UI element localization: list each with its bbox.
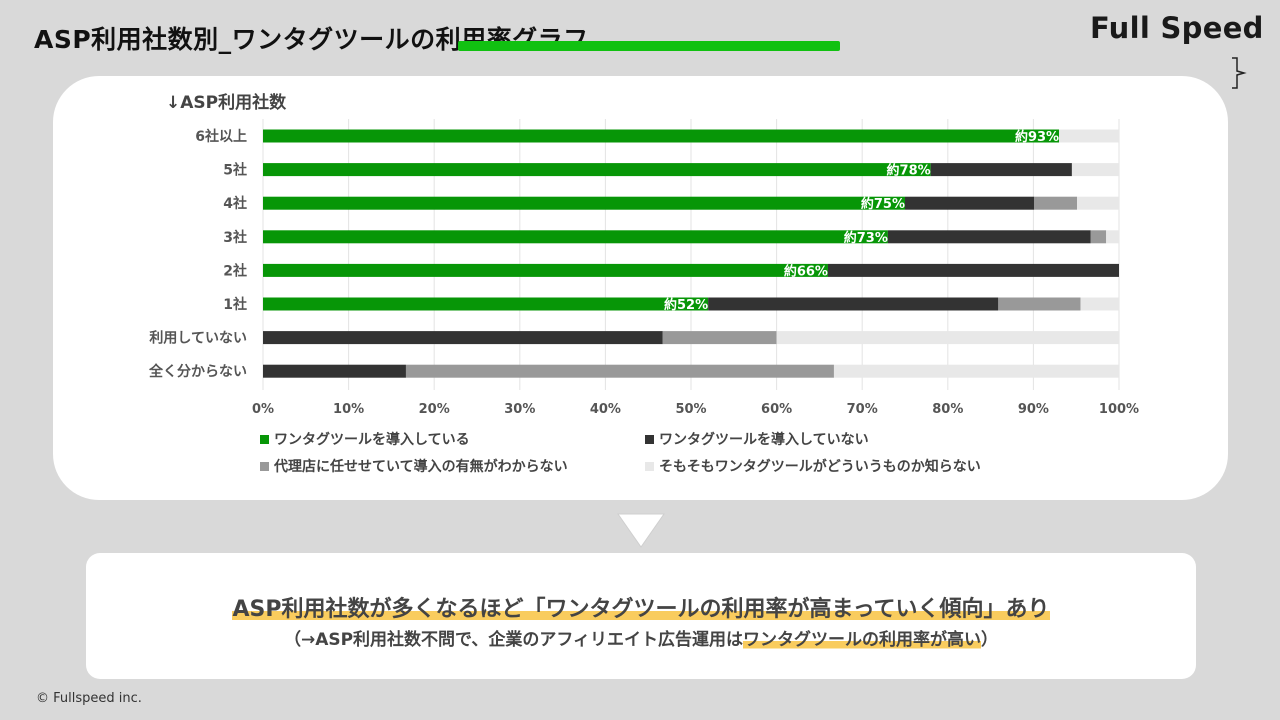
- bar-segment: [1059, 129, 1119, 143]
- bar-segment: [905, 196, 1035, 210]
- chart-bars: [263, 129, 1119, 378]
- bar-segment: [776, 331, 1119, 345]
- logo-bracket-icon: [1232, 57, 1247, 89]
- bar-segment: [1080, 297, 1119, 311]
- bar-segment: [998, 297, 1081, 311]
- chart-labels: 0% 10% 20% 30% 40% 50% 60% 70% 80% 90% 100% ↓ASP利用社…: [148, 92, 1139, 417]
- x-tick-label: 10%: [333, 402, 364, 417]
- data-label: 約73%: [844, 230, 888, 246]
- bar-segment: [263, 297, 709, 311]
- category-label: 1社: [223, 296, 247, 313]
- legend-label: 代理店に任せせていて導入の有無がわからない: [273, 458, 568, 475]
- bar-segment: [930, 163, 1072, 177]
- legend-label: そもそもワンタグツールがどういうものか知らない: [659, 458, 981, 475]
- data-label: 約93%: [1015, 129, 1059, 145]
- data-label: 約78%: [887, 163, 931, 179]
- bar-segment: [263, 129, 1060, 143]
- chart-gridlines: [262, 119, 1120, 390]
- legend-swatch: [260, 435, 269, 444]
- bar-segment: [1090, 230, 1107, 244]
- summary-sub-text-1: （→ASP利用社数不問で、企業のアフィリエイト広告運用は: [283, 630, 744, 650]
- bar-segment: [833, 364, 1119, 378]
- summary-sub-highlight: ワンタグツールの利用率が高い: [743, 630, 982, 650]
- bar-segment: [827, 263, 1119, 277]
- bar-segment: [405, 364, 834, 378]
- bar-segment: [263, 230, 888, 244]
- legend-swatch: [645, 435, 654, 444]
- legend-label: ワンタグツールを導入していない: [659, 431, 869, 448]
- category-label: 利用していない: [149, 330, 247, 347]
- legend-swatch: [260, 462, 269, 471]
- category-label: 全く分からない: [148, 363, 247, 380]
- data-label: 約75%: [861, 196, 905, 212]
- title-underline-accent: [458, 41, 840, 51]
- bar-segment: [1034, 196, 1078, 210]
- category-label: 2社: [223, 262, 247, 279]
- bar-segment: [263, 364, 406, 378]
- bar-segment: [263, 196, 905, 210]
- legend-swatch: [645, 462, 654, 471]
- x-tick-label: 50%: [675, 402, 706, 417]
- summary-sub-text-3: ）: [981, 630, 999, 650]
- bar-segment: [1106, 230, 1119, 244]
- chart-card: 0% 10% 20% 30% 40% 50% 60% 70% 80% 90% 100% ↓ASP利用社…: [53, 76, 1228, 500]
- summary-subline: （→ASP利用社数不問で、企業のアフィリエイト広告運用はワンタグツールの利用率が…: [86, 625, 1196, 650]
- bar-segment: [1071, 163, 1119, 177]
- summary-headline: ASP利用社数が多くなるほど「ワンタグツールの利用率が高まっていく傾向」あり: [86, 591, 1196, 623]
- bar-segment: [887, 230, 1091, 244]
- bar-segment: [708, 297, 999, 311]
- x-tick-label: 20%: [419, 402, 450, 417]
- y-axis-title: ↓ASP利用社数: [166, 92, 287, 113]
- x-tick-label: 0%: [252, 402, 274, 417]
- category-label: 5社: [223, 162, 247, 179]
- category-label: 6社以上: [195, 128, 247, 145]
- summary-card: ASP利用社数が多くなるほど「ワンタグツールの利用率が高まっていく傾向」あり （…: [86, 553, 1196, 679]
- bar-segment: [662, 331, 777, 345]
- summary-headline-text: ASP利用社数が多くなるほど「ワンタグツールの利用率が高まっていく傾向」あり: [232, 597, 1050, 622]
- category-label: 3社: [223, 229, 247, 246]
- chart-legend: ワンタグツールを導入している ワンタグツールを導入していない代理店に任せせていて導…: [260, 431, 981, 475]
- fullspeed-logo: Full Speed: [1090, 11, 1264, 45]
- copyright: © Fullspeed inc.: [36, 691, 142, 706]
- arrow-down-icon: [617, 513, 665, 548]
- category-label: 4社: [223, 195, 247, 212]
- stacked-bar-chart: 0% 10% 20% 30% 40% 50% 60% 70% 80% 90% 100% ↓ASP利用社…: [148, 92, 1139, 475]
- bar-segment: [263, 263, 828, 277]
- legend-label: ワンタグツールを導入している: [274, 431, 470, 448]
- data-label: 約52%: [664, 297, 708, 313]
- x-tick-label: 70%: [847, 402, 878, 417]
- x-tick-label: 100%: [1099, 402, 1139, 417]
- data-label: 約66%: [784, 263, 828, 279]
- x-tick-label: 80%: [932, 402, 963, 417]
- x-tick-label: 40%: [590, 402, 621, 417]
- bar-segment: [263, 331, 663, 345]
- bar-segment: [263, 163, 931, 177]
- bar-segment: [1077, 196, 1119, 210]
- x-tick-label: 60%: [761, 402, 792, 417]
- x-tick-label: 90%: [1018, 402, 1049, 417]
- x-tick-label: 30%: [504, 402, 535, 417]
